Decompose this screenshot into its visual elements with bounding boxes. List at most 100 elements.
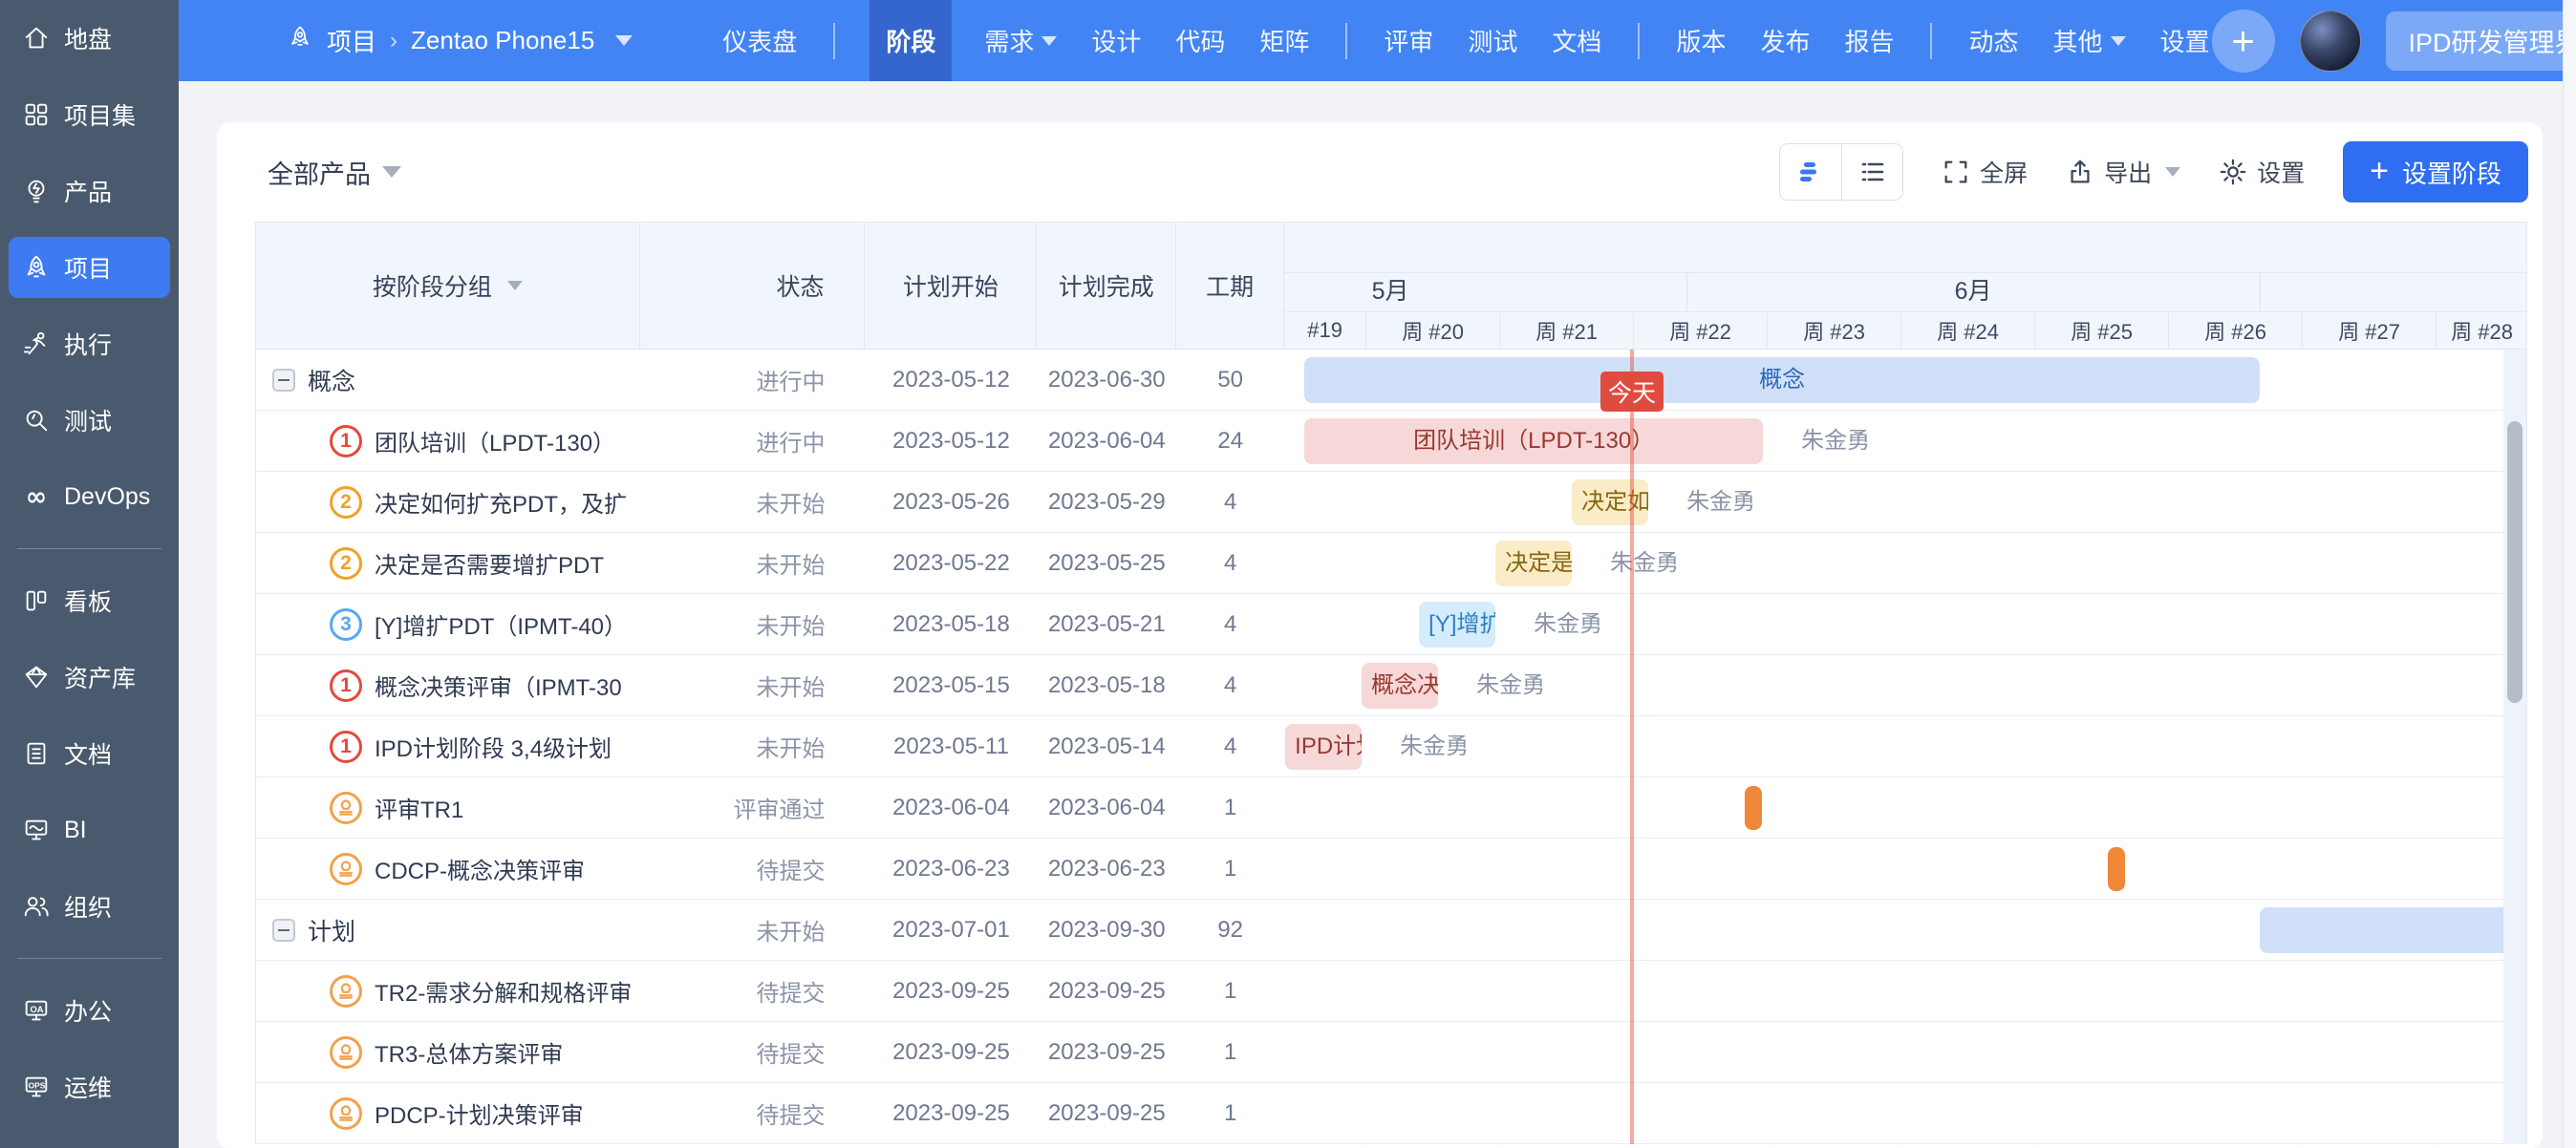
col-header-plan-start: 计划开始 (865, 223, 1038, 349)
gantt-bar[interactable]: 概念决策评审 (1362, 663, 1439, 709)
gantt-bar[interactable]: 决定是否需要增扩PDT (1495, 541, 1573, 586)
svg-text:OA: OA (30, 1005, 43, 1014)
cell-name: 1 概念决策评审（IPMT-30 (256, 655, 640, 715)
card-toolbar: 全部产品 全屏 (217, 122, 2543, 222)
gantt-milestone-bar[interactable] (1745, 786, 1763, 830)
sidebar-item-ops-monitor[interactable]: OPS 运维 (0, 1049, 179, 1125)
nav-item-18[interactable]: 设置 (2158, 0, 2212, 81)
task-name-link[interactable]: 团队培训（LPDT-130） (375, 431, 616, 457)
table-row: TR3-总体方案评审 待提交 2023-09-25 2023-09-25 1 (256, 1022, 2526, 1083)
gantt-bar[interactable]: IPD计划阶段 (1285, 724, 1363, 770)
table-row: 2 决定如何扩充PDT，及扩 未开始 2023-05-26 2023-05-29 4 决定如… (256, 472, 2526, 533)
priority-badge: 1 (330, 730, 362, 763)
sidebar-item-doc[interactable]: 文档 (0, 715, 179, 792)
ipd-mode-button[interactable]: IPD研发管理界面 (2385, 11, 2576, 71)
cell-duration: 4 (1224, 671, 1237, 698)
gantt-milestone-bar[interactable] (2108, 847, 2126, 891)
task-name-link[interactable]: 决定如何扩充PDT，及扩 (375, 492, 627, 518)
collapse-icon[interactable] (272, 918, 295, 942)
sidebar-item-people[interactable]: 组织 (0, 868, 179, 945)
gantt-bar[interactable] (2260, 907, 2526, 953)
gantt-view-button[interactable] (1780, 144, 1842, 200)
fullscreen-button[interactable]: 全屏 (1942, 155, 2028, 189)
breadcrumb-root[interactable]: 项目 (327, 28, 377, 56)
nav-item-4[interactable]: 设计 (1089, 0, 1143, 81)
task-name-link[interactable]: 决定是否需要增扩PDT (375, 553, 604, 579)
list-view-button[interactable] (1841, 144, 1903, 200)
nav-item-13[interactable]: 发布 (1758, 0, 1812, 81)
sidebar-item-bulb[interactable]: 产品 (0, 153, 179, 229)
sidebar-item-label: 文档 (64, 742, 113, 769)
product-filter-dropdown[interactable]: 全部产品 (268, 154, 401, 191)
settings-button[interactable]: 设置 (2219, 155, 2305, 189)
export-button[interactable]: 导出 (2066, 155, 2181, 189)
stage-name-link[interactable]: 概念 (308, 368, 356, 395)
sidebar-item-oa-monitor[interactable]: OA 办公 (0, 972, 179, 1049)
sidebar-item-home[interactable]: 地盘 (0, 0, 179, 76)
cell-plan-end: 2023-09-25 (1047, 1038, 1166, 1065)
nav-item-14[interactable]: 报告 (1842, 0, 1896, 81)
gantt-bar[interactable]: 团队培训（LPDT-130） (1304, 418, 1764, 464)
gantt-bar-label: 决定如何扩充PDT (1581, 489, 1649, 515)
gantt-bar[interactable]: 决定如何扩充PDT (1572, 479, 1649, 525)
review-name-link[interactable]: TR3-总体方案评审 (375, 1042, 564, 1068)
oa-monitor-icon: OA (21, 995, 52, 1026)
sidebar-item-program-grid[interactable]: 项目集 (0, 76, 179, 153)
task-name-link[interactable]: 概念决策评审（IPMT-30 (375, 675, 622, 701)
nav-item-5[interactable]: 代码 (1173, 0, 1227, 81)
avatar[interactable] (2299, 10, 2361, 72)
cell-plan-start: 2023-05-12 (892, 366, 1010, 393)
cell-plan-end: 2023-09-25 (1047, 977, 1166, 1004)
sidebar-item-monitor-wave[interactable]: BI (0, 792, 179, 868)
week-label: 周 #22 (1633, 311, 1767, 349)
priority-badge: 1 (330, 669, 362, 702)
cell-status: 进行中 (756, 431, 826, 457)
week-label: #19 (1307, 318, 1342, 342)
set-stage-button[interactable]: + 设置阶段 (2343, 141, 2528, 202)
gantt-bar[interactable]: [Y]增扩PDT (1419, 602, 1496, 648)
sidebar-item-kanban[interactable]: 看板 (0, 563, 179, 639)
nav-item-2[interactable]: 阶段 (869, 0, 953, 81)
breadcrumb-project[interactable]: Zentao Phone15 (411, 26, 595, 54)
nav-item-0[interactable]: 仪表盘 (720, 0, 799, 81)
cell-plan-end: 2023-06-04 (1047, 794, 1166, 820)
plus-icon: + (2370, 152, 2389, 189)
sidebar-item-runner[interactable]: 执行 (0, 306, 179, 382)
nav-item-17[interactable]: 其他 (2051, 0, 2128, 81)
nav-item-label: 测试 (1468, 28, 1518, 56)
review-name-link[interactable]: 评审TR1 (375, 797, 464, 823)
review-name-link[interactable]: TR2-需求分解和规格评审 (375, 981, 633, 1007)
review-name-link[interactable]: PDCP-计划决策评审 (375, 1103, 584, 1129)
stage-name-link[interactable]: 计划 (308, 918, 356, 946)
gantt-scrollbar-thumb[interactable] (2507, 421, 2522, 703)
toolbar-right: 全屏 导出 设置 + 设置阶段 (1779, 141, 2528, 202)
group-by-dropdown[interactable]: 按阶段分组 (256, 223, 640, 349)
nav-item-6[interactable]: 矩阵 (1257, 0, 1311, 81)
sidebar-divider (17, 958, 161, 959)
review-stamp-icon (330, 852, 362, 885)
nav-item-9[interactable]: 测试 (1466, 0, 1519, 81)
review-name-link[interactable]: CDCP-概念决策评审 (375, 859, 585, 884)
gantt-scrollbar-track[interactable] (2503, 350, 2526, 1144)
infinity-icon: ∞ (25, 481, 48, 512)
nav-item-3[interactable]: 需求 (982, 0, 1059, 81)
sidebar-item-rocket[interactable]: 项目 (0, 229, 179, 306)
nav-item-10[interactable]: 文档 (1550, 0, 1603, 81)
window-scrollbar[interactable] (2563, 0, 2576, 1148)
nav-item-8[interactable]: 评审 (1382, 0, 1435, 81)
task-name-link[interactable]: IPD计划阶段 3,4级计划 (375, 736, 612, 762)
sidebar-item-infinity[interactable]: ∞ DevOps (0, 458, 179, 535)
collapse-icon[interactable] (272, 368, 295, 392)
ops-monitor-icon: OPS (21, 1072, 52, 1102)
task-name-link[interactable]: [Y]增扩PDT（IPMT-40） (375, 614, 628, 640)
gantt-row: 决定是否需要增扩PDT 朱金勇 (1284, 533, 2526, 593)
gantt-bar[interactable]: 概念 (1304, 357, 2261, 403)
nav-item-12[interactable]: 版本 (1674, 0, 1728, 81)
sidebar-item-label: DevOps (64, 482, 151, 510)
quick-create-button[interactable]: + (2211, 9, 2275, 73)
nav-item-16[interactable]: 动态 (1966, 0, 2020, 81)
nav-divider (1930, 22, 1933, 59)
sidebar-item-magnifier[interactable]: 测试 (0, 382, 179, 458)
sidebar-item-diamond[interactable]: 资产库 (0, 639, 179, 715)
nav-item-label: 设计 (1091, 28, 1142, 56)
